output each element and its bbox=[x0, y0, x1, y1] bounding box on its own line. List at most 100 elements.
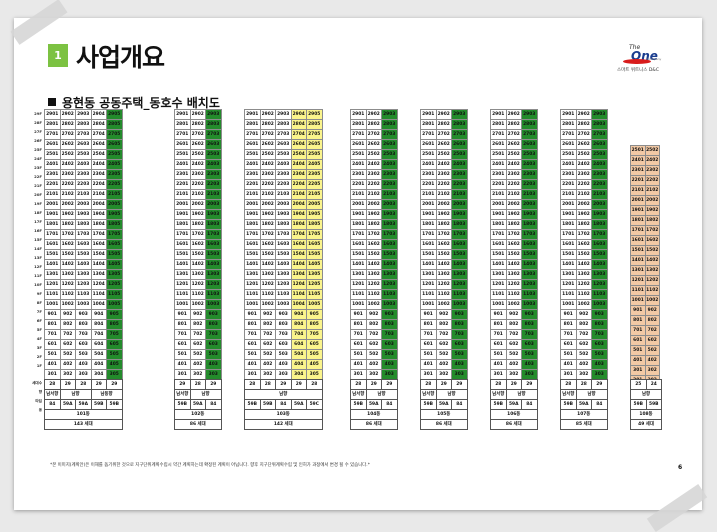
unit-cell: 603 bbox=[75, 339, 92, 350]
unit-cell: 503 bbox=[75, 349, 92, 360]
unit-cell: 2201 bbox=[244, 179, 261, 190]
unit-type: 84 bbox=[451, 399, 468, 410]
logo-the: The bbox=[629, 44, 641, 51]
unit-cell: 2703 bbox=[205, 129, 222, 140]
unit-cell: 1804 bbox=[90, 219, 107, 230]
unit-cell: 902 bbox=[259, 309, 276, 320]
unit-cell: 1605 bbox=[106, 239, 123, 250]
unit-cell: 505 bbox=[106, 349, 123, 360]
unit-cell: 2503 bbox=[275, 149, 292, 160]
unit-cell: 2902 bbox=[259, 109, 276, 120]
unit-cell: 2203 bbox=[275, 179, 292, 190]
unit-cell: 801 bbox=[244, 319, 261, 330]
unit-cell: 1201 bbox=[630, 275, 646, 286]
unit-cell: 1402 bbox=[505, 259, 522, 270]
unit-cell: 603 bbox=[205, 339, 222, 350]
unit-cell: 1503 bbox=[275, 249, 292, 260]
unit-cell: 2002 bbox=[365, 199, 382, 210]
unit-cell: 1402 bbox=[575, 259, 592, 270]
unit-cell: 1303 bbox=[381, 269, 398, 280]
unit-cell: 1101 bbox=[560, 289, 577, 300]
unit-cell: 2104 bbox=[290, 189, 307, 200]
unit-cell: 502 bbox=[575, 349, 592, 360]
unit-cell: 401 bbox=[490, 359, 507, 370]
building-total: 143 세대 bbox=[44, 419, 123, 430]
unit-cell: 502 bbox=[644, 345, 660, 356]
unit-cell: 2601 bbox=[420, 139, 437, 150]
orientation: 남향 bbox=[244, 389, 323, 400]
unit-cell: 1502 bbox=[435, 249, 452, 260]
unit-cell: 1601 bbox=[560, 239, 577, 250]
unit-cell: 1003 bbox=[591, 299, 608, 310]
building-summary: 28 29 29 남서향 남향 59B 59A 84 105동 86 세대 bbox=[420, 379, 468, 430]
unit-cell: 1203 bbox=[591, 279, 608, 290]
floor-label: 24F bbox=[34, 156, 42, 161]
unit-cell: 2301 bbox=[350, 169, 367, 180]
unit-type: 84 bbox=[591, 399, 608, 410]
unit-cell: 1103 bbox=[591, 289, 608, 300]
unit-cell: 1202 bbox=[59, 279, 76, 290]
orientation: 남동향 bbox=[90, 389, 123, 400]
unit-cell: 701 bbox=[420, 329, 437, 340]
unit-cell: 2502 bbox=[259, 149, 276, 160]
building-stack: 2901 2902 2903 2801 2802 2803 2701 2702 2703 2601… bbox=[560, 109, 608, 400]
unit-cell: 1503 bbox=[451, 249, 468, 260]
unit-cell: 1805 bbox=[106, 219, 123, 230]
unit-cell: 1901 bbox=[560, 209, 577, 220]
floor-label: 23F bbox=[34, 165, 42, 170]
unit-cell: 702 bbox=[259, 329, 276, 340]
unit-cell: 2802 bbox=[435, 119, 452, 130]
unit-cell: 502 bbox=[189, 349, 206, 360]
unit-cell: 2301 bbox=[244, 169, 261, 180]
unit-cell: 2505 bbox=[106, 149, 123, 160]
unit-cell: 2005 bbox=[306, 199, 323, 210]
unit-cell: 502 bbox=[435, 349, 452, 360]
unit-cell: 1503 bbox=[521, 249, 538, 260]
orientation: 남향 bbox=[435, 389, 468, 400]
unit-cell: 2701 bbox=[490, 129, 507, 140]
unit-cell: 2002 bbox=[189, 199, 206, 210]
unit-cell: 802 bbox=[505, 319, 522, 330]
unit-cell: 2902 bbox=[435, 109, 452, 120]
unit-cell: 2303 bbox=[521, 169, 538, 180]
unit-cell: 1603 bbox=[275, 239, 292, 250]
building-stack: 2901 2902 2903 2801 2802 2803 2701 2702 2703 2601… bbox=[174, 109, 222, 400]
unit-cell: 1102 bbox=[59, 289, 76, 300]
unit-cell: 1503 bbox=[381, 249, 398, 260]
orientation: 남서향 bbox=[174, 389, 191, 400]
unit-cell: 2901 bbox=[44, 109, 61, 120]
unit-cell: 2804 bbox=[90, 119, 107, 130]
unit-cell: 1205 bbox=[306, 279, 323, 290]
orientation: 남서향 bbox=[44, 389, 61, 400]
unit-cell: 603 bbox=[381, 339, 398, 350]
unit-cell: 2404 bbox=[90, 159, 107, 170]
unit-cell: 301 bbox=[174, 369, 191, 380]
unit-cell: 803 bbox=[451, 319, 468, 330]
unit-cell: 503 bbox=[451, 349, 468, 360]
unit-cell: 2503 bbox=[381, 149, 398, 160]
floor-label: 9F bbox=[36, 291, 42, 296]
unit-cell: 2002 bbox=[435, 199, 452, 210]
unit-cell: 301 bbox=[420, 369, 437, 380]
unit-cell: 701 bbox=[630, 325, 646, 336]
unit-cell: 2302 bbox=[644, 165, 660, 176]
unit-cell: 2204 bbox=[290, 179, 307, 190]
unit-cell: 2103 bbox=[591, 189, 608, 200]
unit-cell: 903 bbox=[205, 309, 222, 320]
unit-cell: 2702 bbox=[259, 129, 276, 140]
unit-cell: 1902 bbox=[644, 205, 660, 216]
unit-cell: 1302 bbox=[259, 269, 276, 280]
unit-cell: 504 bbox=[90, 349, 107, 360]
unit-cell: 902 bbox=[189, 309, 206, 320]
unit-cell: 2901 bbox=[490, 109, 507, 120]
unit-cell: 2003 bbox=[205, 199, 222, 210]
unit-cell: 1803 bbox=[275, 219, 292, 230]
unit-cell: 2703 bbox=[381, 129, 398, 140]
unit-cell: 402 bbox=[575, 359, 592, 370]
unit-cell: 703 bbox=[451, 329, 468, 340]
company-logo: The One Company 스마트 위트니스 D&C bbox=[617, 44, 677, 80]
unit-cell: 1904 bbox=[90, 209, 107, 220]
unit-cell: 2401 bbox=[560, 159, 577, 170]
unit-cell: 2802 bbox=[575, 119, 592, 130]
unit-cell: 403 bbox=[381, 359, 398, 370]
